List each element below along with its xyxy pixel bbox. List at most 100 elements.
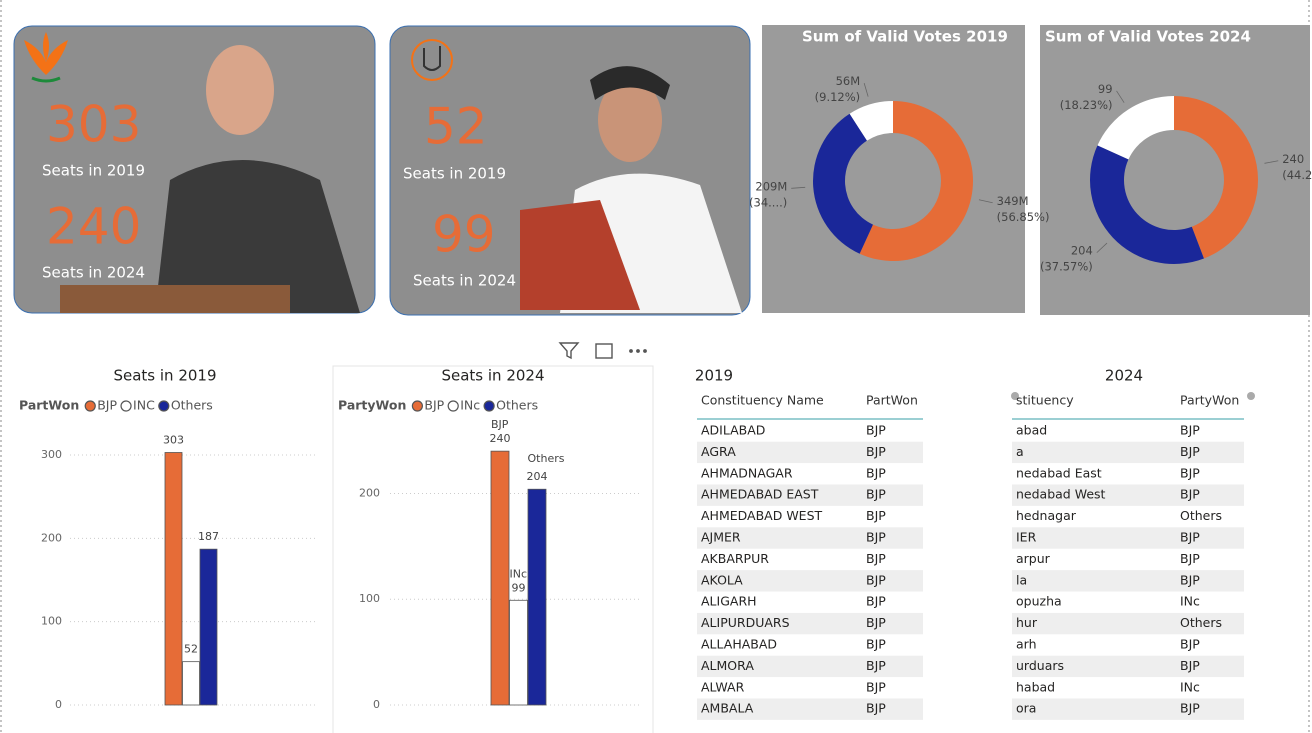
cell: urduars: [1016, 658, 1064, 673]
bar: [199, 548, 218, 706]
card-value: 52: [424, 98, 488, 156]
row-stripe: [1012, 612, 1244, 635]
row-stripe: [1012, 570, 1244, 592]
cell: hur: [1016, 615, 1038, 630]
column-header: Constituency Name: [701, 393, 824, 408]
cell: BJP: [1180, 465, 1200, 480]
legend-title: PartyWon: [338, 398, 406, 413]
bar: [527, 488, 547, 706]
bar: [509, 599, 528, 706]
card-value: 240: [46, 198, 141, 256]
data-label: 204 (37.57%): [1040, 243, 1093, 273]
cell: BJP: [866, 508, 886, 523]
visual-toolbar[interactable]: [558, 342, 647, 360]
leader-line: [1096, 242, 1108, 253]
row-stripe: [697, 484, 923, 506]
row-stripe: [1012, 698, 1244, 720]
row-stripe: [1012, 441, 1244, 464]
cell: opuzha: [1016, 594, 1062, 609]
cell: arh: [1016, 637, 1037, 652]
donut-slice: [849, 101, 893, 141]
y-tick-label: 200: [41, 531, 62, 544]
y-tick-label: 100: [41, 615, 62, 628]
y-tick-label: 0: [373, 698, 380, 711]
data-label-name: Others: [528, 452, 565, 465]
data-label: 52: [184, 643, 198, 656]
legend-swatch: [158, 400, 170, 412]
data-label: 209M (34....): [749, 179, 787, 209]
y-tick-label: 100: [359, 592, 380, 605]
card-value: 99: [432, 206, 496, 264]
data-label: 187: [198, 530, 219, 543]
cell: BJP: [866, 530, 886, 545]
card-label: Seats in 2024: [42, 264, 145, 282]
cell: BJP: [866, 551, 886, 566]
table-title: 2019: [695, 367, 733, 385]
y-tick-label: 0: [55, 698, 62, 711]
bar: [490, 450, 510, 706]
cell: abad: [1016, 423, 1047, 438]
donut-panel: [762, 25, 1025, 313]
cell: ora: [1016, 701, 1036, 716]
cell: BJP: [1180, 658, 1200, 673]
legend-label: BJP: [424, 398, 444, 413]
data-label: 204: [527, 470, 548, 483]
cell: BJP: [866, 615, 886, 630]
filter-icon[interactable]: [558, 342, 580, 360]
donut-slice: [813, 113, 873, 254]
cell: BJP: [1180, 637, 1200, 652]
cell: ALIPURDUARS: [701, 615, 790, 630]
column-header: PartyWon: [1180, 393, 1239, 408]
more-icon[interactable]: [629, 349, 633, 353]
data-label: 56M (9.12%): [815, 74, 861, 104]
scroll-handle[interactable]: [1011, 392, 1019, 400]
cell: nedabad East: [1016, 465, 1102, 480]
cell: AKOLA: [701, 572, 743, 587]
donut-slice: [1097, 96, 1174, 160]
cell: nedabad West: [1016, 487, 1106, 502]
cell: BJP: [866, 465, 886, 480]
legend-swatch: [411, 400, 423, 412]
data-label: 240: [490, 432, 511, 445]
card-label: Seats in 2019: [403, 165, 506, 183]
data-label: 99: [512, 581, 526, 594]
cell: BJP: [1180, 423, 1200, 438]
cell: AJMER: [701, 530, 741, 545]
cell: BJP: [1180, 530, 1200, 545]
legend-label: INc: [460, 398, 480, 413]
cell: hednagar: [1016, 508, 1077, 523]
data-label: 99 (18.23%): [1060, 81, 1113, 111]
data-label: 240(44.2%): [1282, 151, 1312, 181]
y-tick-label: 300: [41, 448, 62, 461]
row-stripe: [697, 612, 923, 635]
chart-title: Seats in 2019: [113, 367, 216, 385]
cell: BJP: [1180, 701, 1200, 716]
cell: BJP: [866, 679, 886, 694]
bjp-photo: [60, 45, 360, 313]
focus-icon[interactable]: [595, 343, 613, 359]
data-label: 349M (56.85%): [997, 193, 1050, 223]
cell: AHMEDABAD EAST: [701, 487, 819, 502]
legend-swatch: [447, 400, 459, 412]
data-label-name: INc: [510, 567, 528, 580]
row-stripe: [1012, 527, 1244, 549]
row-stripe: [1012, 484, 1244, 506]
data-label: 303: [163, 434, 184, 447]
cell: BJP: [866, 444, 886, 459]
legend-swatch: [84, 400, 96, 412]
scroll-handle[interactable]: [1247, 392, 1255, 400]
leader-line: [978, 199, 993, 204]
cell: AMBALA: [701, 701, 754, 716]
cell: AGRA: [701, 444, 736, 459]
card-label: Seats in 2024: [413, 272, 516, 290]
more-dot: [636, 349, 640, 353]
table-title: 2024: [1105, 367, 1143, 385]
leader-line: [863, 83, 869, 97]
column-header: stituency: [1016, 393, 1074, 408]
cell: AHMADNAGAR: [701, 465, 793, 480]
row-stripe: [697, 570, 923, 592]
bar: [164, 452, 183, 706]
chart-title: Sum of Valid Votes 2024: [1045, 28, 1251, 46]
